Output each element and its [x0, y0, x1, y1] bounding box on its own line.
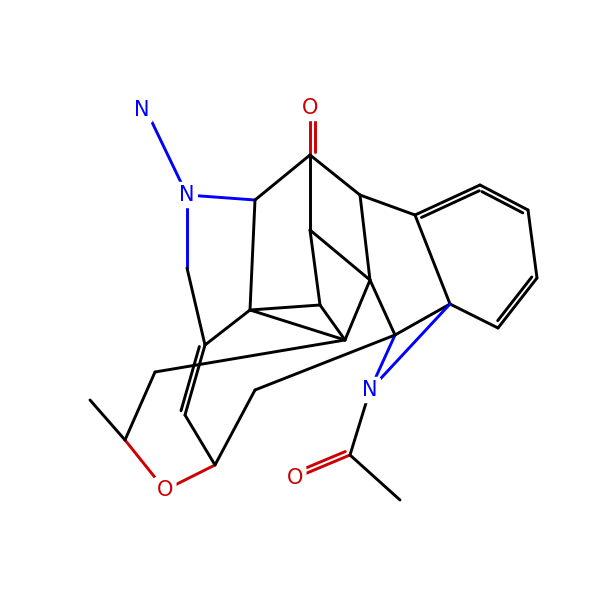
Text: O: O: [287, 468, 303, 488]
Text: O: O: [302, 98, 318, 118]
Text: O: O: [302, 98, 318, 118]
Text: N: N: [362, 380, 378, 400]
Text: N: N: [134, 100, 150, 120]
Text: N: N: [179, 185, 195, 205]
Text: O: O: [287, 468, 303, 488]
Text: N: N: [179, 185, 195, 205]
Text: O: O: [157, 480, 173, 500]
Text: N: N: [362, 380, 378, 400]
Text: O: O: [157, 480, 173, 500]
